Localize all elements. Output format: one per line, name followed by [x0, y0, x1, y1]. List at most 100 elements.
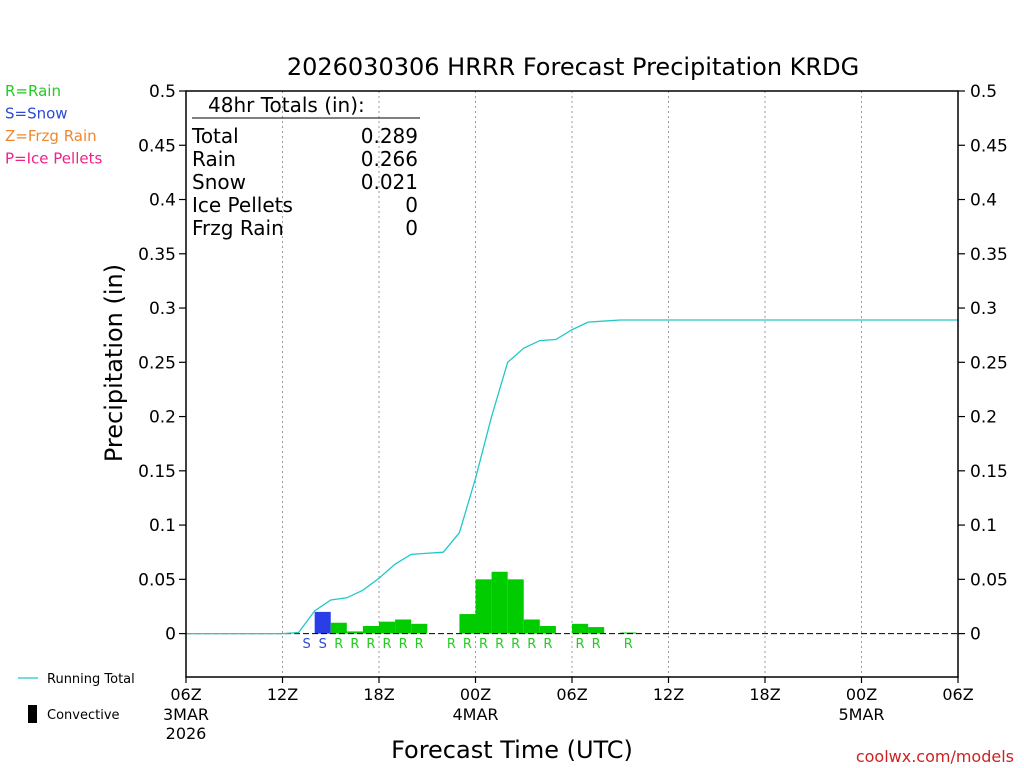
x-date-label: 5MAR [838, 705, 884, 724]
totals-row-value: 0 [405, 193, 418, 217]
precip-type-marker: R [543, 637, 552, 652]
totals-row-label: Total [191, 124, 239, 148]
precip-bar [459, 614, 476, 634]
precip-type-marker: R [463, 637, 472, 652]
totals-row-value: 0.266 [361, 147, 418, 171]
precip-type-marker: R [479, 637, 488, 652]
precip-bar [362, 625, 379, 634]
y-tick-label-left: 0.05 [138, 570, 176, 590]
precip-bar [491, 571, 508, 634]
precip-bar [572, 623, 589, 634]
precip-type-marker: R [334, 637, 343, 652]
precip-bar [330, 622, 347, 634]
y-tick-label-right: 0.4 [970, 191, 997, 211]
x-date-label: 3MAR [163, 705, 209, 724]
y-tick-label-left: 0.5 [149, 82, 176, 102]
totals-row-value: 0.289 [361, 124, 418, 148]
y-tick-label-right: 0.5 [970, 82, 997, 102]
running-total-line [186, 319, 958, 635]
x-tick-label: 18Z [749, 685, 780, 704]
totals-row-label: Frzg Rain [192, 216, 284, 240]
y-tick-label-left: 0.1 [149, 516, 176, 536]
precip-bar [507, 579, 524, 634]
totals-row-value: 0 [405, 216, 418, 240]
x-tick-label: 06Z [170, 685, 201, 704]
precip-bar [411, 623, 428, 634]
y-tick-label-left: 0 [165, 625, 176, 645]
y-tick-label-right: 0.05 [970, 570, 1008, 590]
y-tick-label-right: 0.1 [970, 516, 997, 536]
precip-type-marker: R [350, 637, 359, 652]
y-tick-label-right: 0.2 [970, 408, 997, 428]
x-tick-label: 00Z [846, 685, 877, 704]
precip-legend-item: S=Snow [5, 105, 68, 123]
x-tick-label: 18Z [363, 685, 394, 704]
x-tick-label: 12Z [267, 685, 298, 704]
precip-legend-item: Z=Frzg Rain [5, 127, 97, 145]
precip-type-marker: R [366, 637, 375, 652]
bars [314, 571, 637, 634]
precip-bar [588, 627, 605, 634]
legend-label: Running Total [47, 672, 135, 687]
y-tick-label-right: 0.45 [970, 136, 1008, 156]
totals-row-value: 0.021 [361, 170, 418, 194]
y-tick-label-left: 0.4 [149, 191, 176, 211]
precip-type-marker: R [511, 637, 520, 652]
precip-bar [346, 631, 363, 634]
y-axis-left: 0.5 0.45 0.4 0.35 0.3 0.25 0.2 0.15 0.1 0.05 0 [138, 82, 186, 645]
precip-type-marker: R [624, 637, 633, 652]
x-tick-label: 06Z [556, 685, 587, 704]
precip-bar [314, 611, 331, 634]
precip-bar [539, 625, 556, 634]
y-tick-label-right: 0.15 [970, 462, 1008, 482]
x-axis-label: Forecast Time (UTC) [391, 736, 633, 764]
x-tick-label: 12Z [653, 685, 684, 704]
series-legend: Running Total Convective [18, 672, 135, 723]
legend-block-swatch [28, 705, 37, 723]
precip-bar [523, 619, 540, 634]
precip-legend-item: P=Ice Pellets [5, 150, 102, 168]
precip-type-marker: R [383, 637, 392, 652]
running-total-series [186, 319, 958, 635]
y-tick-label-right: 0 [970, 625, 981, 645]
y-tick-label-right: 0.3 [970, 299, 997, 319]
y-tick-label-left: 0.45 [138, 136, 176, 156]
precip-type-marker: R [399, 637, 408, 652]
precip-type-marker: R [495, 637, 504, 652]
precip-type-marker: S [319, 637, 327, 652]
y-tick-label-left: 0.35 [138, 245, 176, 265]
totals-box: 48hr Totals (in): Total 0.289 Rain 0.266 Snow… [191, 93, 420, 240]
precip-bar [475, 579, 492, 634]
x-tick-label: 06Z [942, 685, 973, 704]
precip-bar [395, 619, 412, 634]
y-axis-label: Precipitation (in) [100, 264, 128, 462]
precip-legend-item: R=Rain [5, 82, 61, 100]
precip-type-legend: R=Rain S=Snow Z=Frzg Rain P=Ice Pellets [5, 82, 102, 168]
precip-bar [379, 621, 396, 634]
precip-type-marker: R [527, 637, 536, 652]
totals-row-label: Snow [192, 170, 246, 194]
precip-bar [620, 632, 637, 634]
x-date-label: 4MAR [452, 705, 498, 724]
precip-type-marker: S [302, 637, 310, 652]
legend-label: Convective [47, 708, 120, 723]
plot-frame [185, 90, 959, 678]
x-year-label: 2026 [166, 724, 207, 743]
y-tick-label-left: 0.2 [149, 408, 176, 428]
precip-type-marker: R [447, 637, 456, 652]
y-tick-label-left: 0.25 [138, 353, 176, 373]
precip-type-marker: R [576, 637, 585, 652]
credit-text: coolwx.com/models [856, 747, 1014, 766]
totals-row-label: Rain [192, 147, 236, 171]
y-tick-label-right: 0.25 [970, 353, 1008, 373]
y-tick-label-left: 0.3 [149, 299, 176, 319]
totals-row-label: Ice Pellets [192, 193, 293, 217]
precip-type-marker: R [415, 637, 424, 652]
chart-title: 2026030306 HRRR Forecast Precipitation K… [287, 53, 859, 81]
y-tick-label-left: 0.15 [138, 462, 176, 482]
y-tick-label-right: 0.35 [970, 245, 1008, 265]
precip-type-marker: R [592, 637, 601, 652]
